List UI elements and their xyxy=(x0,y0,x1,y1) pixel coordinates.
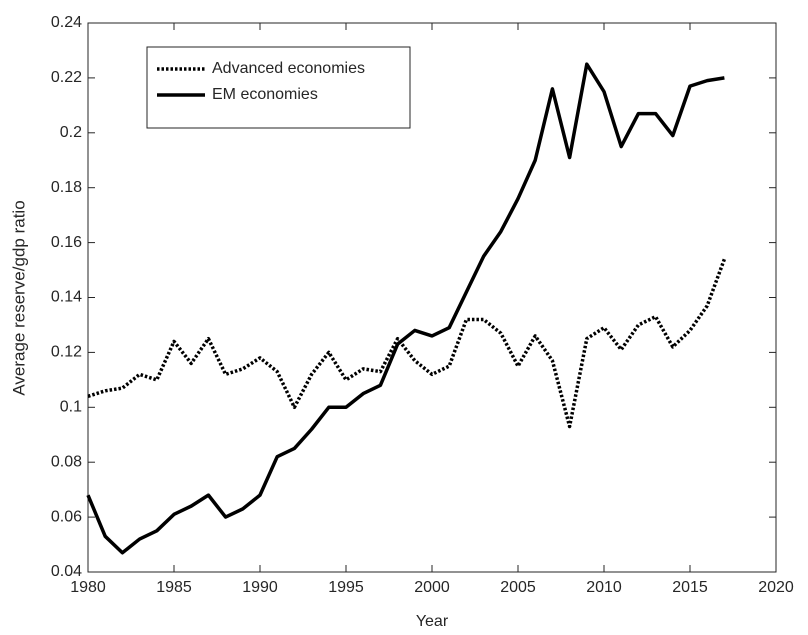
x-tick-label: 1985 xyxy=(156,579,192,596)
series-line xyxy=(87,258,727,429)
legend-label: EM economies xyxy=(212,86,318,103)
x-tick-label: 1980 xyxy=(70,579,106,596)
y-tick-label: 0.2 xyxy=(60,124,82,141)
legend-box xyxy=(146,46,411,129)
x-tick-label: 1995 xyxy=(328,579,364,596)
y-tick-label: 0.14 xyxy=(51,289,82,306)
y-tick-label: 0.1 xyxy=(60,399,82,416)
x-axis-label: Year xyxy=(416,613,449,630)
x-tick-label: 2000 xyxy=(414,579,450,596)
x-tick-label: 2010 xyxy=(586,579,622,596)
y-tick-label: 0.22 xyxy=(51,69,82,86)
y-tick-label: 0.04 xyxy=(51,563,82,580)
x-tick-label: 1990 xyxy=(242,579,278,596)
y-tick-label: 0.18 xyxy=(51,179,82,196)
y-tick-label: 0.08 xyxy=(51,453,82,470)
series-line xyxy=(86,62,725,555)
y-tick-label: 0.24 xyxy=(51,14,82,31)
legend-label: Advanced economies xyxy=(212,60,365,77)
x-tick-label: 2005 xyxy=(500,579,536,596)
y-tick-label: 0.12 xyxy=(51,344,82,361)
x-tick-label: 2015 xyxy=(672,579,708,596)
y-axis-label: Average reserve/gdp ratio xyxy=(9,200,28,395)
x-tick-label: 2020 xyxy=(758,579,794,596)
y-tick-label: 0.06 xyxy=(51,508,82,525)
y-tick-label: 0.16 xyxy=(51,234,82,251)
